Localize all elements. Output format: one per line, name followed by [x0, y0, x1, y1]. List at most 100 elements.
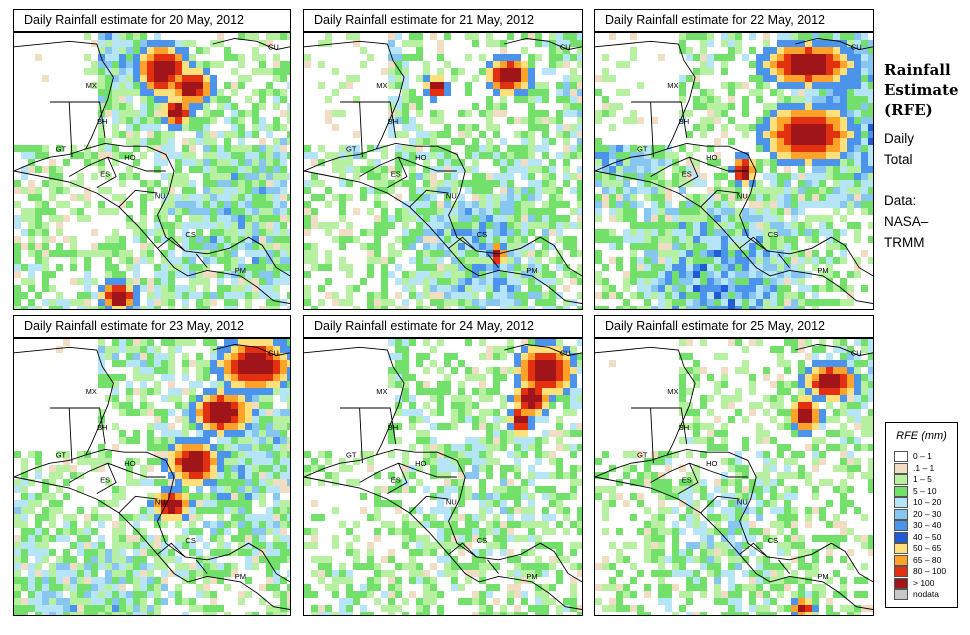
country-label: CU: [851, 43, 862, 52]
title-line: Rainfall: [884, 61, 951, 79]
map-canvas: MX BH GT HO ES NU CS PM CU: [14, 33, 290, 309]
rainfall-grid: [304, 339, 582, 615]
country-label: NU: [155, 192, 166, 201]
coastline: [595, 40, 696, 172]
legend-swatch: [894, 485, 908, 497]
country-border: [398, 462, 457, 478]
coastline: [376, 142, 582, 277]
country-border: [650, 101, 688, 138]
country-border: [689, 156, 748, 172]
coastline: [376, 448, 582, 583]
country-border: [69, 101, 106, 138]
country-border: [359, 407, 397, 444]
panel-2: Daily Rainfall estimate for 21 May, 2012…: [303, 9, 583, 310]
legend-title: RFE (mm): [896, 430, 947, 442]
period-text: Daily Total: [884, 128, 914, 170]
country-label: NU: [737, 192, 748, 201]
country-label: MX: [376, 81, 387, 90]
country-label: HO: [124, 153, 135, 162]
legend-swatch: [894, 462, 908, 474]
map-canvas: MX BH GT HO ES NU CS PM CU: [304, 339, 582, 615]
source-line: Data:: [884, 193, 917, 208]
coastline: [667, 142, 873, 277]
country-border: [157, 542, 186, 558]
country-label: HO: [706, 153, 717, 162]
rainfall-map[interactable]: MX BH GT HO ES NU CS PM CU: [594, 32, 874, 310]
legend-label: 50 – 65: [913, 543, 942, 553]
panel-title: Daily Rainfall estimate for 25 May, 2012: [594, 315, 874, 338]
legend-swatch: [894, 497, 908, 508]
country-border: [448, 542, 477, 558]
rainfall-map[interactable]: MX BH GT HO ES NU CS PM CU: [303, 338, 583, 616]
rainfall-map[interactable]: MX BH GT HO ES NU CS PM CU: [303, 32, 583, 310]
coastline: [14, 40, 114, 172]
coastline: [504, 38, 582, 51]
legend-swatch: [894, 589, 908, 600]
country-label: CS: [185, 230, 195, 239]
rainfall-map[interactable]: MX BH GT HO ES NU CS PM CU: [13, 32, 291, 310]
legend-swatch: [894, 566, 908, 577]
panel-6: Daily Rainfall estimate for 25 May, 2012…: [594, 315, 874, 616]
country-label: GT: [56, 145, 67, 154]
coastline: [595, 170, 873, 304]
coastline: [304, 40, 405, 172]
country-label: GT: [637, 451, 648, 460]
legend-swatch: [894, 531, 908, 543]
legend-label: 5 – 10: [913, 485, 937, 496]
country-border: [118, 189, 158, 208]
country-border: [739, 542, 768, 558]
coastline: [14, 476, 290, 610]
coastline: [595, 476, 873, 610]
country-border: [778, 559, 790, 574]
country-label: ES: [391, 476, 401, 485]
country-label: MX: [86, 81, 97, 90]
map-canvas: MX BH GT HO ES NU CS PM CU: [595, 33, 873, 309]
legend-label: 80 – 100: [913, 566, 947, 576]
title-line: (RFE): [884, 101, 933, 119]
legend-swatch: [894, 451, 908, 462]
country-border: [359, 101, 397, 138]
rainfall-map[interactable]: MX BH GT HO ES NU CS PM CU: [13, 338, 291, 616]
country-border: [700, 495, 740, 514]
title-line: Estimate: [884, 81, 959, 99]
country-label: NU: [155, 498, 166, 507]
country-label: CS: [185, 536, 195, 545]
legend-label: > 100: [913, 577, 935, 588]
country-border: [487, 559, 499, 574]
country-border: [739, 236, 768, 252]
country-label: CS: [477, 230, 487, 239]
country-border: [69, 407, 106, 444]
coastline: [85, 142, 290, 277]
legend-label: .1 – 1: [913, 462, 935, 473]
legend-label: 10 – 20: [913, 497, 942, 507]
country-border: [107, 156, 166, 172]
panel-title: Daily Rainfall estimate for 23 May, 2012: [13, 315, 291, 338]
panel-title: Daily Rainfall estimate for 24 May, 2012: [303, 315, 583, 338]
coastline: [795, 38, 873, 51]
rainfall-map[interactable]: MX BH GT HO ES NU CS PM CU: [594, 338, 874, 616]
country-label: NU: [446, 192, 457, 201]
panel-3: Daily Rainfall estimate for 22 May, 2012…: [594, 9, 874, 310]
source-line: TRMM: [884, 235, 925, 250]
country-label: CU: [851, 349, 862, 358]
country-label: ES: [391, 170, 401, 179]
legend-label: 20 – 30: [913, 508, 942, 519]
country-label: HO: [124, 459, 135, 468]
coastline: [304, 170, 582, 304]
coastline: [595, 346, 696, 478]
period-line: Daily: [884, 131, 915, 146]
country-label: MX: [667, 387, 678, 396]
rainfall-grid: [304, 33, 582, 309]
rainfall-grid: [595, 339, 873, 615]
coastline: [14, 170, 290, 304]
source-line: NASA–: [884, 214, 929, 229]
coastline: [14, 346, 114, 478]
country-label: PM: [235, 572, 246, 581]
country-label: CU: [560, 43, 571, 52]
legend-label: 65 – 80: [913, 554, 942, 565]
country-label: GT: [346, 451, 357, 460]
country-border: [631, 101, 654, 158]
country-label: HO: [706, 459, 717, 468]
period-line: Total: [884, 152, 913, 167]
country-label: ES: [100, 170, 110, 179]
